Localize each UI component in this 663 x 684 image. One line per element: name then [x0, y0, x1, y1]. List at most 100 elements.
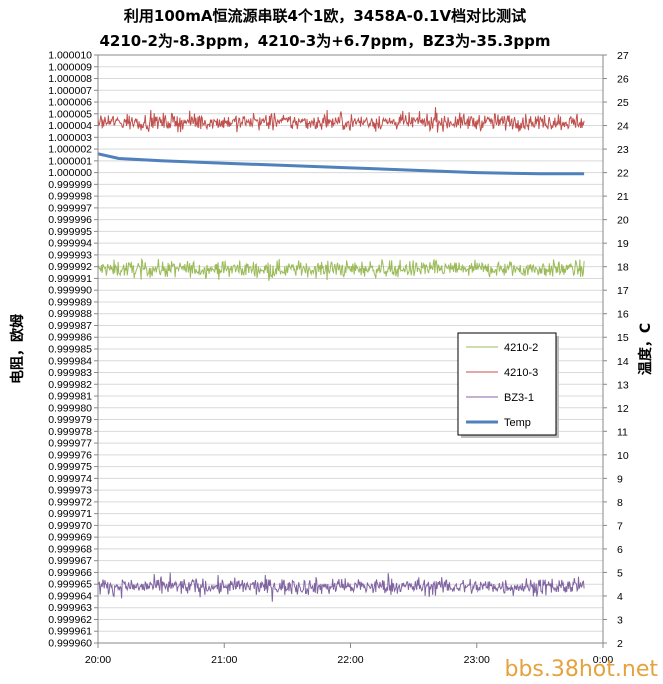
y-tick-label: 1.000010	[48, 50, 92, 62]
y-tick-label: 0.999984	[48, 355, 92, 367]
y-tick-label: 0.999964	[48, 590, 92, 602]
y-tick-label: 1.000006	[48, 97, 92, 109]
y-tick-label: 1.000004	[48, 120, 92, 132]
y-tick-label: 0.999963	[48, 602, 92, 614]
x-axis-ticks: 20:00 21:00 22:00 23:00 0:00	[85, 643, 614, 666]
y-tick-label: 0.999962	[48, 614, 92, 626]
y-tick-label: 0.999966	[48, 567, 92, 579]
y-tick-label: 0.999980	[48, 402, 92, 414]
y-tick-label: 0.999960	[48, 638, 92, 650]
y-tick-label: 0.999976	[48, 449, 92, 461]
y2-tick-label: 4	[617, 591, 623, 603]
chart-subtitle: 4210-2为-8.3ppm，4210-3为+6.7ppm，BZ3为-35.3p…	[99, 32, 550, 50]
y2-tick-label: 10	[617, 450, 629, 462]
y2-tick-label: 24	[617, 121, 629, 133]
y-axis-left-ticks: 0.9999600.9999610.9999620.9999630.999964…	[48, 50, 98, 650]
y-tick-label: 1.000003	[48, 132, 92, 144]
y-axis-label: 电阻，欧姆	[9, 314, 26, 384]
y-tick-label: 0.999998	[48, 191, 92, 203]
y-tick-label: 1.000005	[48, 108, 92, 120]
y-axis-right-ticks: 2345678910111213141516171819202122232425…	[603, 50, 629, 650]
y-tick-label: 0.999978	[48, 426, 92, 438]
y2-tick-label: 13	[617, 379, 629, 391]
series-bz3-1	[97, 572, 585, 602]
y-tick-label: 0.999981	[48, 391, 92, 403]
y2-tick-label: 17	[617, 285, 629, 297]
y-tick-label: 1.000001	[48, 155, 92, 167]
series-temp	[97, 152, 585, 176]
y2-tick-label: 11	[617, 426, 628, 438]
y-tick-label: 0.999986	[48, 332, 92, 344]
series-group	[97, 107, 585, 602]
legend-box	[457, 332, 557, 436]
y2-tick-label: 8	[617, 497, 623, 509]
series-4210-2	[97, 257, 585, 281]
y-tick-label: 0.999995	[48, 226, 92, 238]
y2-tick-label: 5	[617, 567, 623, 579]
y-tick-label: 0.999972	[48, 496, 92, 508]
y2-tick-label: 21	[617, 191, 629, 203]
y-tick-label: 0.999994	[48, 238, 92, 250]
y-tick-label: 0.999997	[48, 202, 92, 214]
y-tick-label: 1.000002	[48, 144, 92, 156]
y2-tick-label: 23	[617, 144, 629, 156]
y2-axis-label: 温度，C	[637, 323, 654, 375]
y-tick-label: 0.999988	[48, 308, 92, 320]
y-tick-label: 0.999969	[48, 532, 92, 544]
y-tick-label: 0.999968	[48, 543, 92, 555]
watermark: bbs.38hot.net	[504, 657, 658, 682]
y-tick-label: 0.999970	[48, 520, 92, 532]
legend: 4210-2 4210-3 BZ3-1 Temp	[457, 332, 559, 438]
y-tick-label: 0.999985	[48, 344, 92, 356]
y-tick-label: 0.999965	[48, 579, 92, 591]
legend-label: Temp	[504, 417, 531, 429]
y-tick-label: 0.999977	[48, 438, 92, 450]
y-tick-label: 0.999983	[48, 367, 92, 379]
y2-tick-label: 15	[617, 332, 629, 344]
y2-tick-label: 22	[617, 168, 629, 180]
y-tick-label: 0.999999	[48, 179, 92, 191]
y2-tick-label: 3	[617, 614, 623, 626]
y-tick-label: 0.999967	[48, 555, 92, 567]
y2-tick-label: 9	[617, 473, 623, 485]
y-tick-label: 1.000000	[48, 167, 92, 179]
y-tick-label: 0.999996	[48, 214, 92, 226]
x-tick-label: 22:00	[337, 654, 363, 666]
y-tick-label: 0.999961	[48, 626, 92, 638]
y-tick-label: 0.999987	[48, 320, 92, 332]
y2-tick-label: 20	[617, 215, 629, 227]
y-tick-label: 0.999974	[48, 473, 92, 485]
y-tick-label: 0.999992	[48, 261, 92, 273]
x-tick-label: 0:00	[593, 654, 614, 666]
y2-tick-label: 18	[617, 262, 629, 274]
y2-tick-label: 6	[617, 544, 623, 556]
y2-tick-label: 14	[617, 356, 629, 368]
series-4210-3	[97, 107, 585, 133]
y2-tick-label: 19	[617, 238, 629, 250]
x-tick-label: 21:00	[211, 654, 237, 666]
y2-tick-label: 25	[617, 97, 629, 109]
legend-label: 4210-3	[504, 367, 538, 379]
y-tick-label: 1.000009	[48, 61, 92, 73]
y-tick-label: 1.000008	[48, 73, 92, 85]
y2-tick-label: 12	[617, 403, 629, 415]
y-tick-label: 0.999991	[48, 273, 92, 285]
y2-tick-label: 27	[617, 50, 629, 62]
x-tick-label: 20:00	[85, 654, 111, 666]
y-tick-label: 1.000007	[48, 85, 92, 97]
y2-tick-label: 16	[617, 309, 629, 321]
y-tick-label: 0.999990	[48, 285, 92, 297]
y-tick-label: 0.999971	[48, 508, 92, 520]
y-tick-label: 0.999979	[48, 414, 92, 426]
y-tick-label: 0.999989	[48, 296, 92, 308]
y-tick-label: 0.999982	[48, 379, 92, 391]
y2-tick-label: 7	[617, 520, 623, 532]
y2-tick-label: 26	[617, 74, 629, 86]
x-tick-label: 23:00	[464, 654, 490, 666]
y-tick-label: 0.999993	[48, 249, 92, 261]
legend-label: BZ3-1	[504, 392, 534, 404]
chart-title: 利用100mA恒流源串联4个1欧，3458A-0.1V档对比测试	[124, 7, 526, 25]
legend-label: 4210-2	[504, 342, 538, 354]
y-tick-label: 0.999975	[48, 461, 92, 473]
